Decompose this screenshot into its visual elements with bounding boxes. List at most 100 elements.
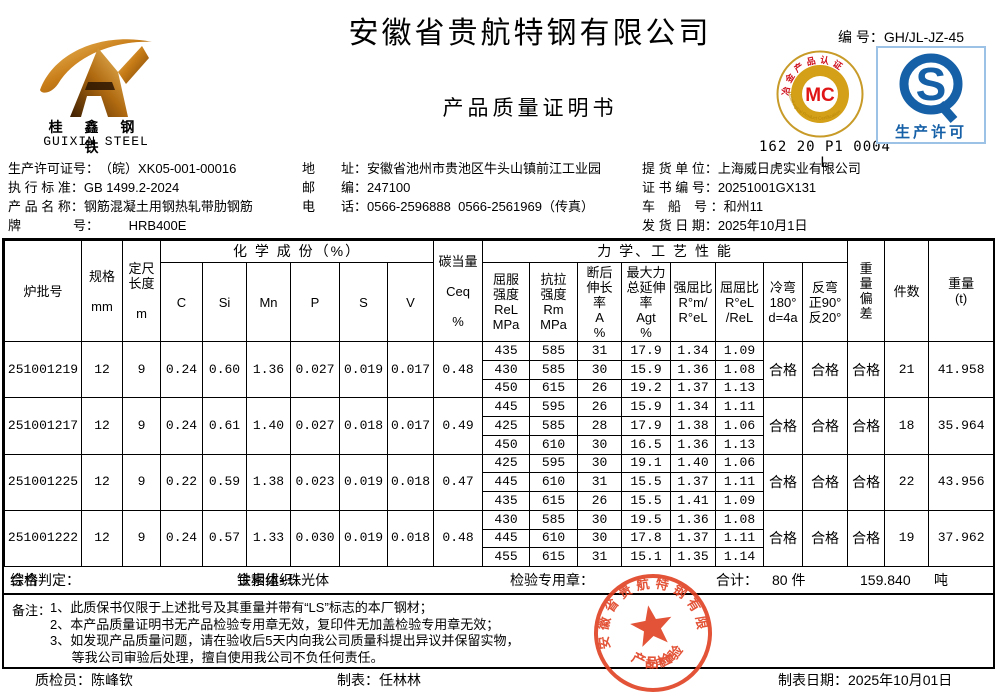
cell-mech-value: 1.11 (715, 528, 765, 549)
date-label: 制表日期： (778, 672, 848, 688)
total-label: 合计： (716, 572, 758, 588)
batch-row: 251001222 12 9 0.24 0.57 1.33 0.030 0.019 0.018 0… (4, 509, 995, 568)
col-batch-no: 炉批号 (4, 240, 82, 342)
info-value: 247100 (367, 180, 411, 195)
cell-chem-mn: 1.40 (246, 397, 291, 455)
cell-mech-value: 615 (529, 491, 579, 511)
batch-row: 251001225 12 9 0.22 0.59 1.38 0.023 0.019 0.018 0… (4, 453, 995, 511)
info-grade: 牌 号： HRB400E (8, 218, 186, 234)
cell-mech-value: 15.5 (621, 472, 672, 492)
verdict-label: 综合判定： (10, 572, 80, 588)
tabulator-name: 任林林 (379, 672, 421, 688)
cell-mech-value: 30 (577, 453, 623, 474)
cell-mech-value: 1.13 (715, 434, 765, 455)
col-tensile: 抗拉 强度 Rm MPa (529, 262, 579, 342)
info-phone: 电 话： 0566-2596888 0566-2561969（传真） (302, 199, 594, 215)
qs-license-badge-icon: S 生产许可 (876, 46, 986, 144)
cell-chem-mn: 1.36 (246, 340, 291, 399)
cell-mech-value: 31 (577, 547, 623, 567)
cell-chem-v: 0.018 (386, 509, 435, 568)
col-group-mechanical: 力 学、工 艺 性 能 (482, 240, 849, 263)
total-pieces: 80 件 (772, 572, 806, 588)
notes-section: 备注： 1、此质保书仅限于上述批号及其重量并带有“LS”标志的本厂钢材； 2、本… (4, 593, 993, 667)
info-value: 0566-2596888 0566-2561969（传真） (367, 199, 594, 214)
cell-mech-value: 430 (482, 509, 531, 530)
batch-subrow: 425 585 28 17.9 1.38 1.06 (5, 416, 994, 436)
logo-name-cn: 桂 鑫 钢 铁 (48, 119, 144, 155)
info-license-no: 生产许可证号： （皖）XK05-001-00016 (8, 161, 236, 177)
cell-chem-p: 0.027 (290, 397, 340, 455)
cell-chem-s: 0.019 (339, 453, 388, 511)
cell-reverse-bend: 合格 (802, 397, 849, 455)
mc-letters: MC (805, 85, 835, 106)
cell-chem-s: 0.019 (339, 340, 388, 399)
verdict-value: 合格 (10, 572, 38, 588)
col-agt: 最大力 总延伸 率 Agt % (621, 262, 672, 342)
info-vehicle-no: 车 船 号 ：和州11 (642, 199, 763, 215)
cell-spec: 12 (81, 509, 123, 568)
cell-mech-value: 1.06 (715, 416, 765, 436)
cell-mech-value: 1.38 (670, 416, 717, 436)
cell-mech-value: 445 (482, 528, 531, 549)
col-length: 定尺 长度 m (122, 240, 161, 342)
cell-cold-bend: 合格 (763, 509, 804, 568)
cell-mech-value: 1.06 (715, 453, 765, 474)
cell-ceq: 0.48 (433, 509, 484, 568)
cell-mech-value: 28 (577, 416, 623, 436)
cell-chem-v: 0.017 (386, 340, 435, 399)
cell-spec: 12 (81, 397, 123, 455)
cell-mech-value: 30 (577, 528, 623, 549)
cell-mech-value: 430 (482, 359, 531, 380)
summary-row: 综合判定： 合格 金相组织： 铁素体+珠光体 检验专用章： 合计： 80 件 159… (4, 567, 993, 593)
info-zipcode: 邮 编： 247100 (302, 180, 410, 196)
info-label: 产 品 名 称： (8, 199, 84, 214)
notes-label: 备注： (12, 603, 52, 618)
info-label: 牌 号： (8, 218, 100, 233)
notes-text: 1、此质保书仅限于上述批号及其重量并带有“LS”标志的本厂钢材； 2、本产品质量… (50, 600, 520, 665)
document-title: 产品质量证明书 (442, 96, 618, 120)
cell-mech-value: 610 (529, 472, 579, 492)
metallography-value: 铁素体+珠光体 (237, 572, 330, 588)
cell-weight-deviation: 合格 (847, 509, 886, 568)
cell-mech-value: 425 (482, 453, 531, 474)
cell-mech-value: 435 (482, 491, 531, 511)
batch-subrow: 435 615 26 15.5 1.41 1.09 (5, 491, 994, 511)
cell-chem-s: 0.018 (339, 397, 388, 455)
cell-chem-c: 0.22 (160, 453, 203, 511)
cell-cold-bend: 合格 (763, 340, 804, 399)
cell-mech-value: 15.9 (621, 359, 672, 380)
info-standard: 执 行 标 准： GB 1499.2-2024 (8, 180, 179, 196)
cell-reverse-bend: 合格 (802, 509, 849, 568)
cell-mech-value: 585 (529, 416, 579, 436)
cell-mech-value: 31 (577, 341, 623, 361)
info-address: 地 址： 安徽省池州市贵池区牛头山镇前江工业园 (302, 161, 601, 177)
cell-chem-si: 0.61 (202, 397, 247, 455)
cell-weight: 43.956 (928, 453, 995, 511)
cell-cold-bend: 合格 (763, 453, 804, 511)
info-certificate-no: 证 书 编 号： 20251001GX131 (642, 180, 816, 196)
cell-mech-value: 15.9 (621, 397, 672, 417)
batch-row: 251001217 12 9 0.24 0.61 1.40 0.027 0.018 0.017 0… (4, 397, 995, 455)
cell-mech-value: 585 (529, 359, 579, 380)
col-weight: 重量 (t) (928, 240, 995, 342)
cell-mech-value: 1.09 (715, 491, 765, 511)
cell-weight: 41.958 (928, 340, 995, 399)
stamp-label: 检验专用章： (510, 572, 594, 588)
cell-mech-value: 455 (482, 547, 531, 567)
cell-mech-value: 450 (482, 434, 531, 455)
cell-chem-mn: 1.38 (246, 453, 291, 511)
cell-batch-no: 251001225 (4, 453, 82, 511)
cell-chem-p: 0.030 (290, 509, 340, 568)
info-consignee: 提 货 单 位： 上海威日虎实业有限公司 (642, 161, 861, 177)
quality-data-table: 炉批号 规格 mm 定尺 长度 m 化 学 成 份（%） 碳当量 Ceq % 力… (2, 238, 995, 669)
cell-chem-p: 0.027 (290, 340, 340, 399)
table-header: 炉批号 规格 mm 定尺 长度 m 化 学 成 份（%） 碳当量 Ceq % 力… (4, 240, 995, 342)
cell-chem-v: 0.017 (386, 397, 435, 455)
info-label: 证 书 编 号： (642, 180, 718, 195)
tabulator: 制表：任林林 (337, 670, 421, 690)
cell-mech-value: 595 (529, 453, 579, 474)
cell-mech-value: 19.1 (621, 453, 672, 474)
cell-weight-deviation: 合格 (847, 340, 886, 399)
company-title: 安徽省贵航特钢有限公司 (348, 17, 712, 50)
info-product-name: 产 品 名 称： 钢筋混凝土用钢热轧带肋钢筋 (8, 199, 253, 215)
